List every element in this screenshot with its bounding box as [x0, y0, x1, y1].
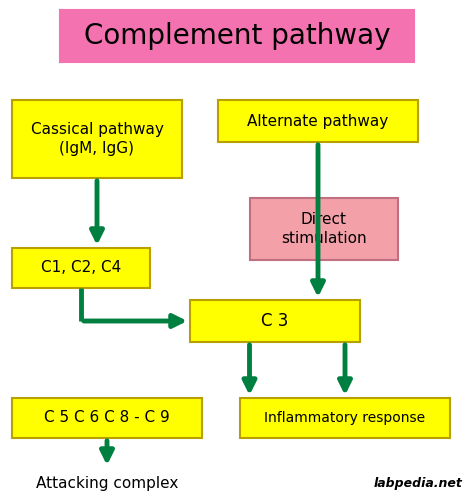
Text: labpedia.net: labpedia.net	[373, 477, 462, 490]
Text: Cassical pathway
(IgM, IgG): Cassical pathway (IgM, IgG)	[30, 122, 164, 156]
Text: Direct
stimulation: Direct stimulation	[281, 212, 367, 246]
Text: C1, C2, C4: C1, C2, C4	[41, 261, 121, 276]
Text: Alternate pathway: Alternate pathway	[247, 114, 389, 128]
Text: C 3: C 3	[261, 312, 289, 330]
FancyBboxPatch shape	[218, 100, 418, 142]
Text: Inflammatory response: Inflammatory response	[264, 411, 426, 425]
Text: Complement pathway: Complement pathway	[84, 22, 390, 50]
Text: Attacking complex: Attacking complex	[36, 476, 178, 491]
FancyBboxPatch shape	[12, 248, 150, 288]
FancyBboxPatch shape	[250, 198, 398, 260]
FancyBboxPatch shape	[190, 300, 360, 342]
FancyBboxPatch shape	[60, 10, 414, 62]
Text: C 5 C 6 C 8 - C 9: C 5 C 6 C 8 - C 9	[44, 410, 170, 426]
FancyBboxPatch shape	[12, 100, 182, 178]
FancyBboxPatch shape	[240, 398, 450, 438]
FancyBboxPatch shape	[12, 398, 202, 438]
